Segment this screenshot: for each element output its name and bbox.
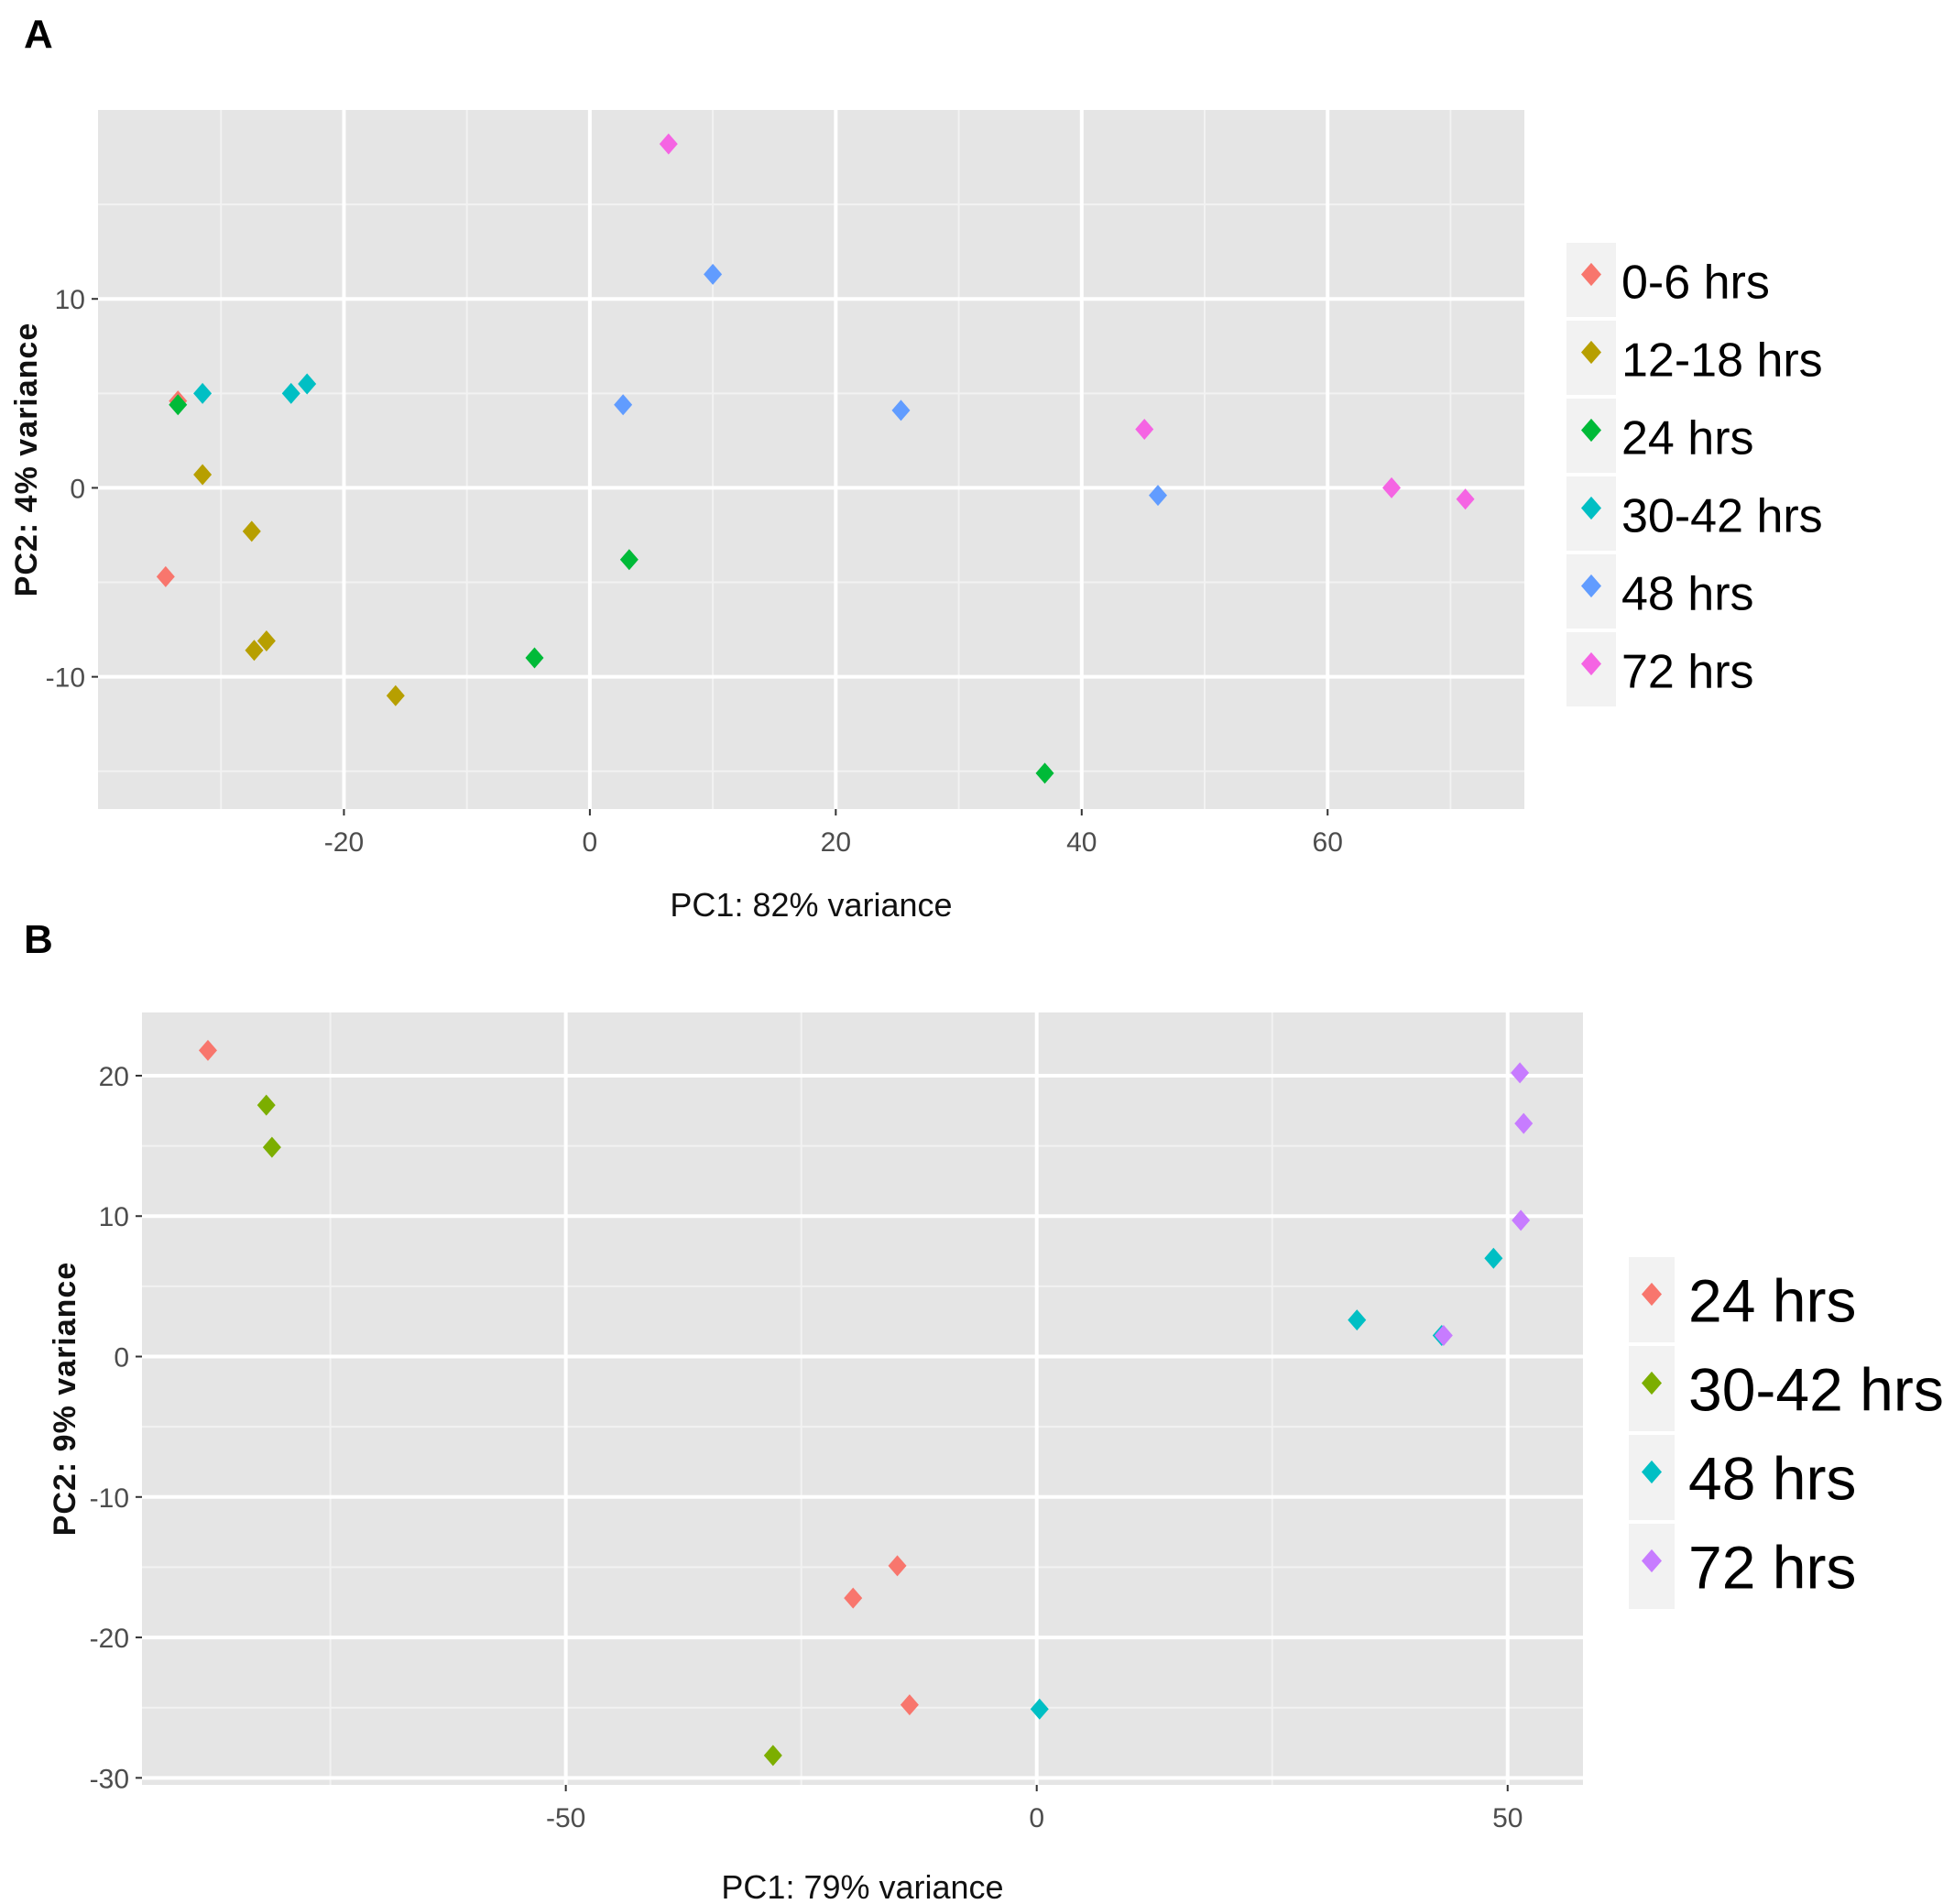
chart-b: -50 0 50 -30 -20 -10 0 10 20 PC1: 79% variance PC2… xyxy=(48,1012,1944,1904)
data-point xyxy=(281,382,300,404)
data-point xyxy=(386,684,405,706)
legend-marker xyxy=(1642,1460,1662,1484)
y-tick-label: 20 xyxy=(99,1062,129,1092)
legend-marker xyxy=(1581,496,1601,520)
chart-a: -20 0 20 40 60 -10 0 10 PC1: 82% variance PC2: 4%… xyxy=(9,110,1823,924)
data-point xyxy=(1456,488,1475,510)
x-tick-label: -50 xyxy=(546,1803,585,1833)
x-tick-label: 20 xyxy=(821,827,851,858)
x-tick-label: 50 xyxy=(1492,1803,1523,1833)
data-point xyxy=(156,565,175,587)
plot-panel xyxy=(142,1012,1583,1785)
panel-b-label: B xyxy=(24,917,53,962)
legend-label: 30-42 hrs xyxy=(1688,1356,1944,1424)
y-axis-title: PC2: 4% variance xyxy=(9,323,44,597)
y-tick-label: 10 xyxy=(99,1202,129,1232)
data-point xyxy=(900,1694,919,1716)
y-tick-label: -10 xyxy=(90,1483,129,1514)
data-point xyxy=(257,1094,276,1116)
data-point xyxy=(262,1136,281,1158)
y-tick-label: 10 xyxy=(55,285,85,315)
legend-marker xyxy=(1581,651,1601,676)
data-point xyxy=(888,1555,907,1577)
y-axis-title: PC2: 9% variance xyxy=(48,1262,82,1537)
legend-label: 72 hrs xyxy=(1688,1534,1856,1602)
data-point xyxy=(1382,476,1402,498)
legend-label: 72 hrs xyxy=(1621,646,1754,699)
legend-marker xyxy=(1642,1548,1662,1573)
data-point xyxy=(298,373,317,395)
x-tick-label: 60 xyxy=(1313,827,1343,858)
data-point xyxy=(525,647,544,669)
data-point xyxy=(614,394,633,416)
legend-marker xyxy=(1642,1371,1662,1395)
legend-marker xyxy=(1581,262,1601,287)
y-tick-label: -30 xyxy=(90,1764,129,1794)
legend-label: 30-42 hrs xyxy=(1621,490,1823,543)
data-point xyxy=(1030,1698,1049,1720)
data-point xyxy=(198,1039,217,1061)
x-tick-label: 0 xyxy=(583,827,598,858)
legend-label: 24 hrs xyxy=(1688,1267,1856,1335)
legend-label: 48 hrs xyxy=(1688,1445,1856,1513)
data-point xyxy=(1149,485,1168,507)
data-point xyxy=(193,464,213,486)
data-point xyxy=(169,394,188,416)
legend-marker xyxy=(1642,1282,1662,1307)
x-axis-title: PC1: 82% variance xyxy=(670,886,952,924)
data-point xyxy=(891,399,911,421)
data-point xyxy=(619,549,639,571)
data-point xyxy=(844,1587,863,1609)
data-point xyxy=(242,520,261,542)
legend-label: 24 hrs xyxy=(1621,412,1754,465)
panel-a-label: A xyxy=(24,12,53,57)
legend-marker xyxy=(1581,574,1601,598)
y-tick-label: -10 xyxy=(46,663,85,694)
data-point xyxy=(1514,1112,1534,1134)
x-tick-label: -20 xyxy=(324,827,364,858)
data-point xyxy=(1135,419,1154,441)
x-tick-label: 40 xyxy=(1066,827,1097,858)
legend-marker xyxy=(1581,340,1601,365)
data-point xyxy=(1512,1209,1531,1231)
legend-label: 0-6 hrs xyxy=(1621,257,1770,310)
legend-label: 48 hrs xyxy=(1621,568,1754,621)
data-point xyxy=(704,263,723,285)
y-tick-label: -20 xyxy=(90,1624,129,1654)
data-point xyxy=(193,382,213,404)
data-point xyxy=(1035,762,1054,784)
legend-label: 12-18 hrs xyxy=(1621,334,1823,388)
data-point xyxy=(763,1745,782,1767)
x-tick-label: 0 xyxy=(1029,1803,1044,1833)
y-tick-label: 0 xyxy=(70,474,85,504)
x-axis-title: PC1: 79% variance xyxy=(721,1868,1003,1904)
data-point xyxy=(1348,1309,1367,1331)
data-point xyxy=(1434,1325,1453,1347)
data-point xyxy=(245,640,264,662)
plot-panel xyxy=(98,110,1524,809)
y-tick-label: 0 xyxy=(114,1343,129,1373)
data-point xyxy=(659,133,678,155)
legend-marker xyxy=(1581,418,1601,443)
data-point xyxy=(257,629,276,651)
data-point xyxy=(1511,1062,1530,1084)
data-point xyxy=(1484,1247,1503,1269)
